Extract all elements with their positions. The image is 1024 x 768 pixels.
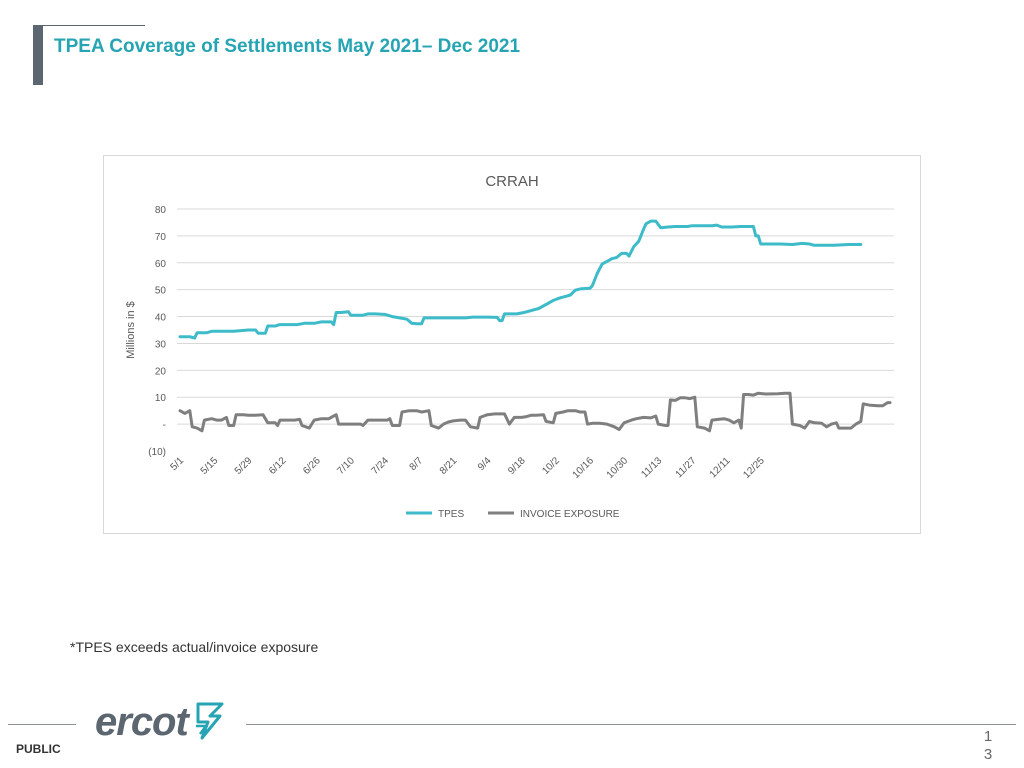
chart-title: CRRAH: [485, 173, 538, 190]
page-number: 1 3: [978, 728, 998, 764]
y-tick-label: 30: [155, 339, 167, 350]
x-tick-label: 10/30: [605, 455, 631, 481]
footer-rule-left: [8, 724, 76, 725]
y-tick-label: 10: [155, 393, 167, 404]
x-tick-label: 9/18: [506, 455, 528, 477]
x-tick-label: 6/12: [267, 455, 289, 477]
title-accent-rule: [43, 25, 145, 26]
public-label: PUBLIC: [16, 742, 61, 756]
page-number-digit: 1: [983, 728, 993, 745]
y-tick-label: 60: [155, 259, 167, 270]
x-tick-label: 12/25: [741, 455, 767, 481]
y-tick-label: 80: [155, 205, 167, 216]
y-axis-label: Millions in $: [125, 301, 137, 358]
legend-label: TPES: [438, 509, 464, 520]
x-tick-label: 6/26: [301, 455, 323, 477]
y-tick-label: 40: [155, 313, 167, 324]
legend-label: INVOICE EXPOSURE: [520, 509, 620, 520]
series-line-invoice-exposure: [178, 391, 892, 433]
x-tick-label: 11/13: [639, 455, 664, 480]
x-tick-label: 10/16: [571, 455, 597, 481]
x-tick-label: 8/7: [408, 455, 426, 473]
y-tick-label: 20: [155, 366, 167, 377]
x-tick-label: 11/27: [674, 455, 699, 480]
x-tick-label: 9/4: [476, 455, 494, 473]
y-tick-label: 50: [155, 286, 167, 297]
x-tick-label: 7/24: [370, 455, 392, 477]
x-tick-label: 12/11: [708, 455, 733, 480]
x-tick-label: 5/1: [169, 455, 187, 473]
series-line-tpes: [178, 219, 863, 340]
footnote: *TPES exceeds actual/invoice exposure: [70, 639, 319, 655]
x-tick-label: 10/2: [540, 455, 562, 477]
logo-wordmark: ercot: [95, 700, 189, 744]
footer-rule-right: [246, 724, 1016, 725]
lightning-bolt-icon: [196, 702, 224, 740]
x-tick-label: 8/21: [438, 455, 460, 477]
slide-title: TPEA Coverage of Settlements May 2021– D…: [54, 36, 521, 57]
x-tick-label: 5/29: [233, 455, 255, 477]
x-tick-label: 5/15: [199, 455, 221, 477]
y-tick-label: -: [163, 420, 166, 431]
title-accent-bar: [33, 25, 43, 85]
chart-frame: CRRAH 80 70 60 50 40 30 20 10 - (10) Millions in $ 5…: [103, 155, 921, 534]
crrah-chart: CRRAH 80 70 60 50 40 30 20 10 - (10) Millions in $ 5…: [125, 173, 894, 520]
y-tick-label: (10): [148, 447, 166, 458]
y-tick-label: 70: [155, 232, 167, 243]
x-tick-label: 7/10: [335, 455, 357, 477]
page-number-digit: 3: [983, 746, 993, 763]
